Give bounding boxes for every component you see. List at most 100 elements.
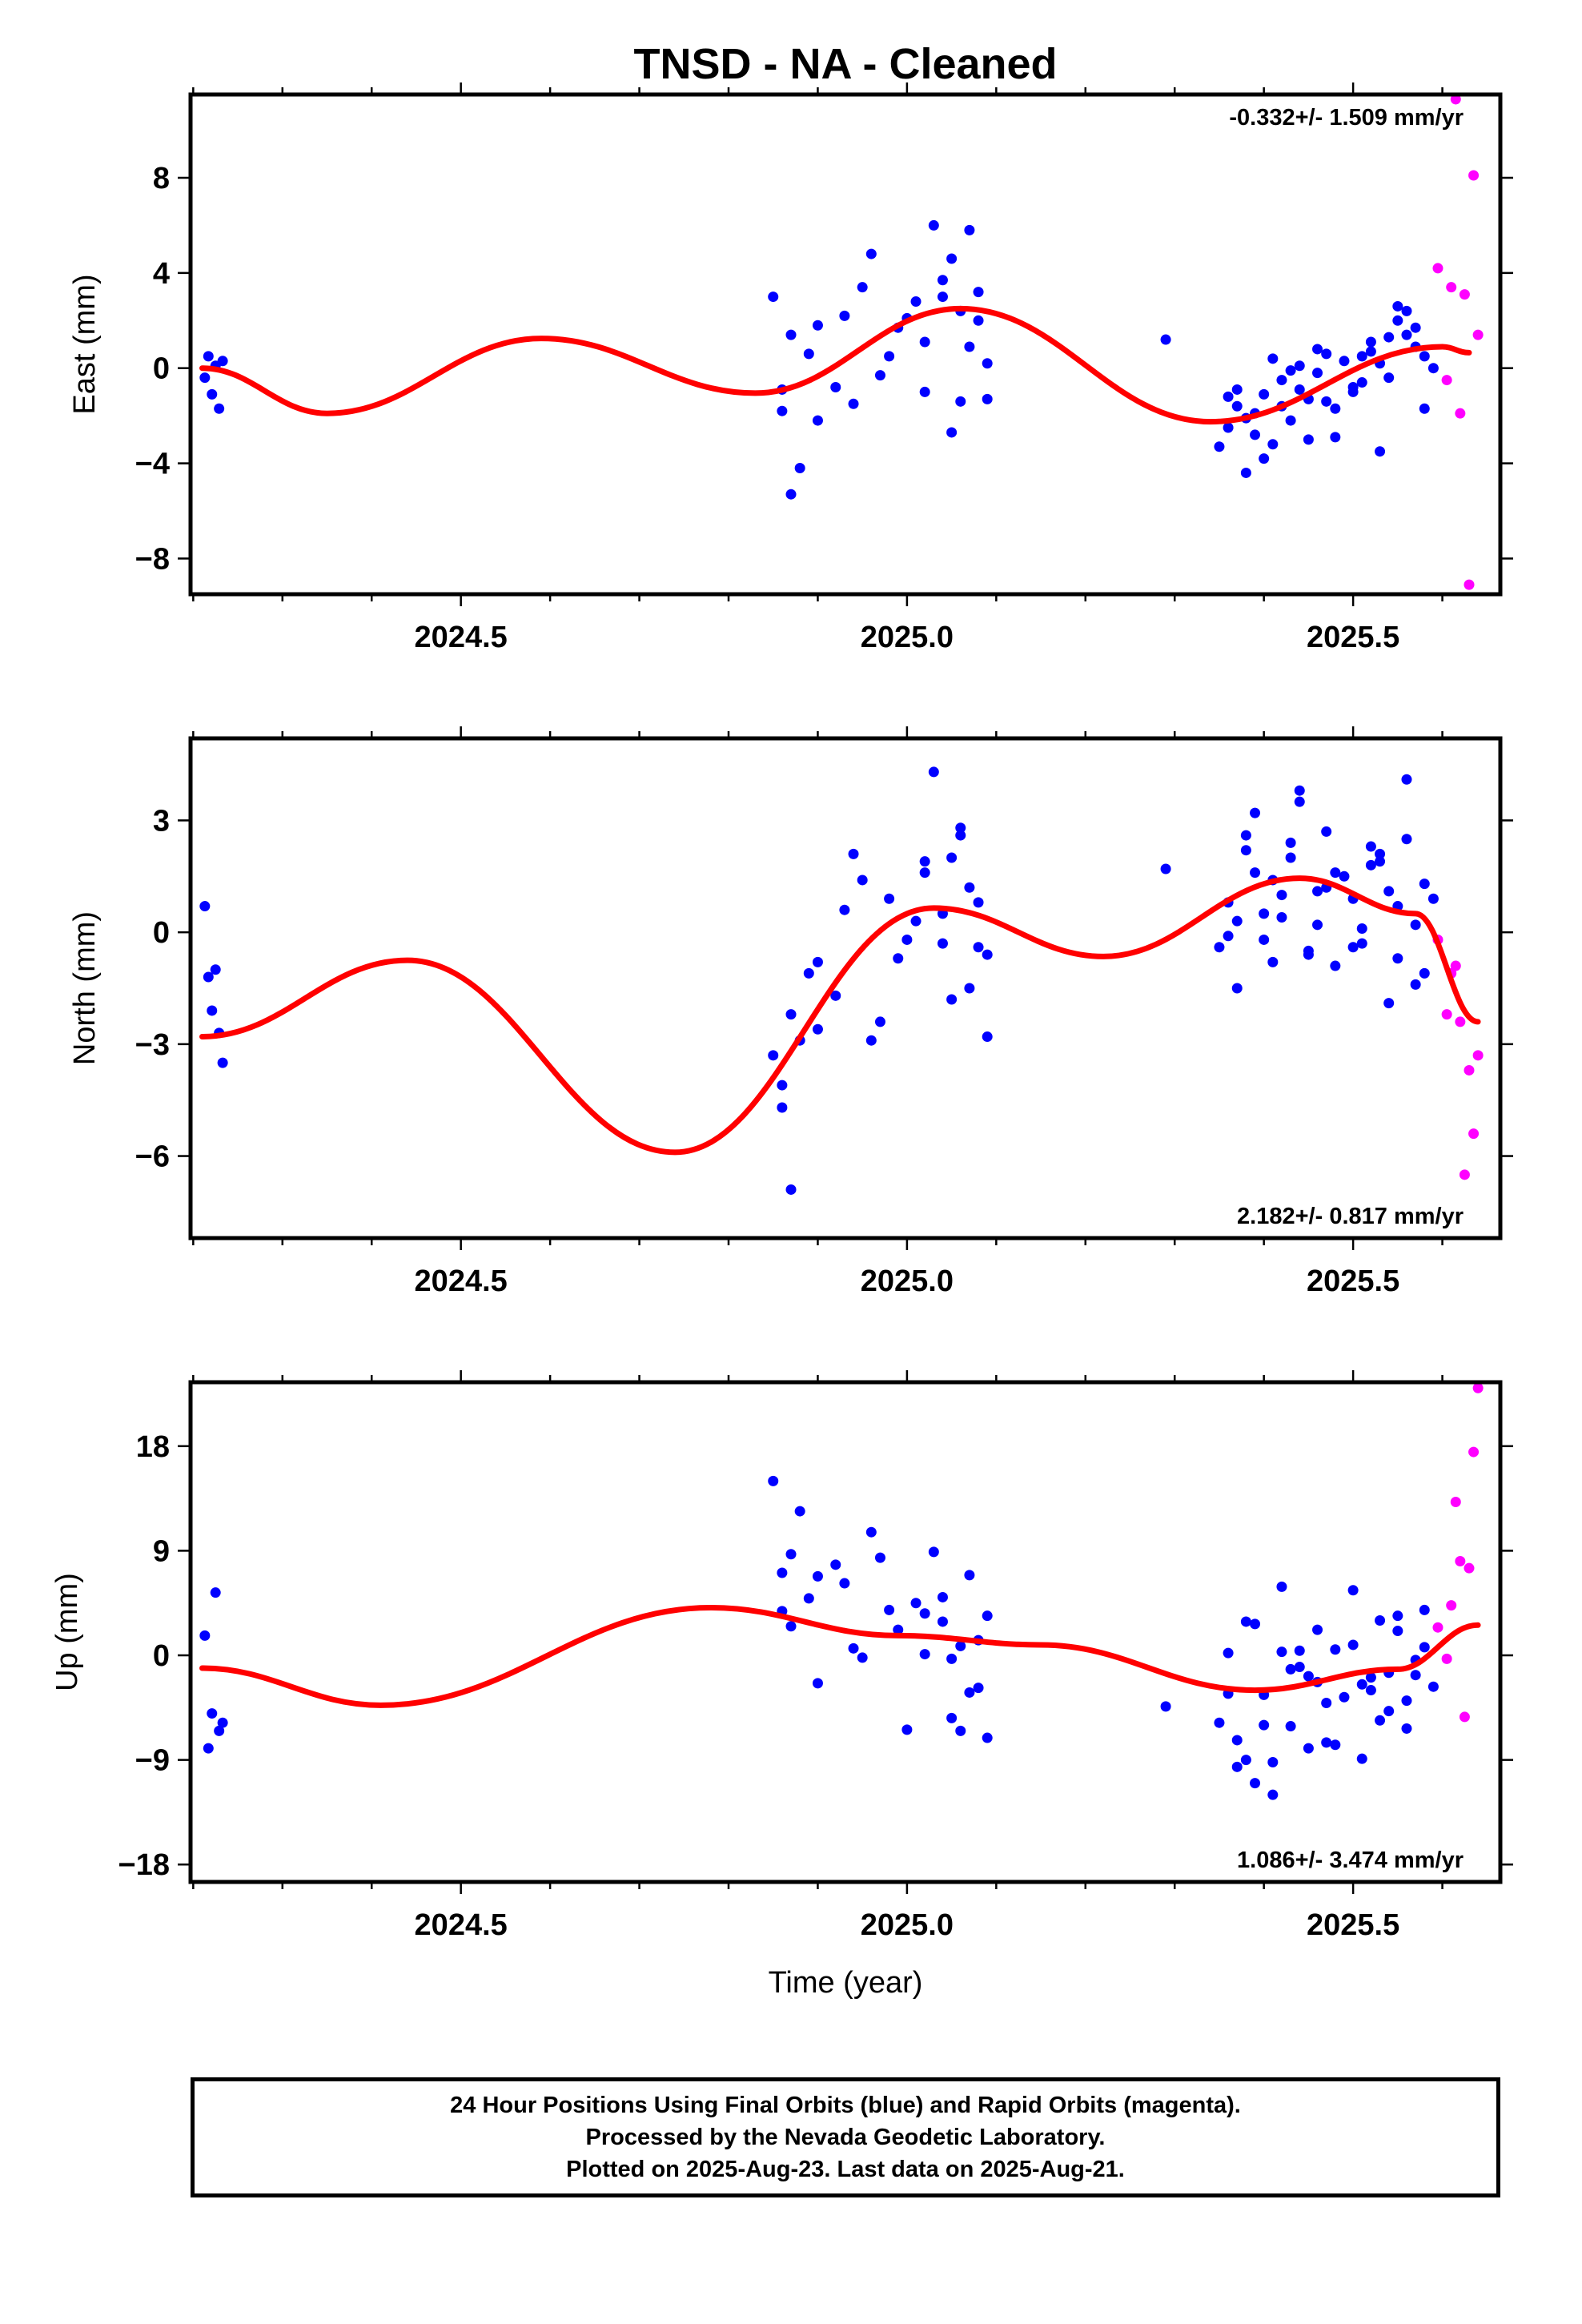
final-orbit-point (1240, 1616, 1251, 1627)
final-orbit-point (1231, 1735, 1243, 1746)
final-orbit-point (1419, 1604, 1430, 1615)
final-orbit-point (937, 938, 948, 949)
final-orbit-point (1240, 845, 1251, 856)
final-orbit-point (1356, 923, 1367, 934)
final-orbit-point (1250, 867, 1261, 879)
final-orbit-point (874, 370, 885, 381)
final-orbit-point (768, 1050, 779, 1061)
final-orbit-point (857, 1652, 868, 1663)
x-axis-label: Time (year) (769, 1966, 923, 2000)
final-orbit-point (207, 388, 218, 400)
final-orbit-point (910, 915, 921, 927)
final-orbit-point (1267, 439, 1279, 450)
final-orbit-point (1383, 332, 1395, 343)
final-orbit-point (214, 1725, 225, 1736)
final-orbit-point (1160, 863, 1171, 875)
x-tick-label: 2025.0 (861, 1908, 954, 1942)
final-orbit-point (901, 1724, 913, 1735)
final-orbit-point (1347, 1585, 1359, 1596)
final-orbit-point (1356, 1753, 1367, 1764)
y-axis-label: East (mm) (68, 274, 102, 414)
final-orbit-point (1392, 953, 1403, 964)
final-orbit-point (1321, 396, 1332, 407)
final-orbit-point (1259, 453, 1270, 464)
final-orbit-point (1419, 351, 1430, 362)
final-orbit-point (848, 1642, 859, 1654)
rapid-orbit-point (1450, 1496, 1461, 1507)
final-orbit-point (830, 990, 841, 1001)
velocity-label: 2.182+/- 0.817 mm/yr (1237, 1204, 1464, 1229)
final-orbit-point (1401, 305, 1412, 316)
final-orbit-point (1375, 856, 1386, 867)
rapid-orbit-point (1468, 1128, 1480, 1140)
final-orbit-point (955, 830, 966, 841)
final-orbit-point (982, 949, 993, 960)
final-orbit-point (865, 1526, 877, 1538)
final-orbit-point (839, 904, 850, 915)
final-orbit-point (874, 1016, 885, 1027)
x-tick-label: 2025.5 (1307, 1265, 1399, 1298)
rapid-orbit-point (1464, 579, 1475, 590)
final-orbit-point (1392, 1610, 1403, 1622)
y-axis-label: Up (mm) (50, 1573, 84, 1691)
final-orbit-point (946, 427, 958, 438)
x-tick-label: 2024.5 (415, 621, 508, 654)
final-orbit-point (857, 875, 868, 886)
final-orbit-point (203, 1743, 214, 1754)
final-orbit-point (839, 1578, 850, 1589)
final-orbit-point (1410, 1670, 1421, 1681)
final-orbit-point (1250, 807, 1261, 818)
final-orbit-point (964, 1687, 975, 1698)
final-orbit-point (946, 1712, 958, 1723)
final-orbit-point (1303, 1671, 1314, 1682)
final-orbit-point (1383, 372, 1395, 384)
final-orbit-point (982, 1610, 993, 1622)
final-orbit-point (1392, 1626, 1403, 1637)
rapid-orbit-point (1441, 375, 1452, 386)
final-orbit-point (1276, 375, 1287, 386)
final-orbit-point (982, 393, 993, 404)
x-tick-label: 2025.5 (1307, 621, 1399, 654)
final-orbit-point (1294, 384, 1305, 395)
final-orbit-point (874, 1552, 885, 1563)
final-orbit-point (1383, 886, 1395, 897)
footer-line-2: Processed by the Nevada Geodetic Laborat… (585, 2125, 1106, 2150)
final-orbit-point (1312, 886, 1323, 897)
rapid-orbit-point (1472, 1382, 1484, 1393)
final-orbit-point (1330, 432, 1341, 443)
x-tick-label: 2024.5 (415, 1908, 508, 1942)
final-orbit-point (964, 882, 975, 893)
final-orbit-point (1401, 1723, 1412, 1734)
final-orbit-point (812, 956, 823, 967)
final-orbit-point (830, 1559, 841, 1570)
final-orbit-point (848, 848, 859, 859)
final-orbit-point (982, 1031, 993, 1043)
final-orbit-point (812, 1023, 823, 1035)
final-orbit-point (1259, 934, 1270, 945)
final-orbit-point (1240, 830, 1251, 841)
y-tick-label: 0 (153, 352, 170, 386)
final-orbit-point (973, 897, 984, 908)
final-orbit-point (1347, 386, 1359, 397)
final-orbit-point (1285, 1721, 1296, 1732)
final-orbit-point (1285, 837, 1296, 848)
final-orbit-point (964, 224, 975, 235)
velocity-label: 1.086+/- 3.474 mm/yr (1237, 1848, 1464, 1873)
final-orbit-point (1312, 919, 1323, 931)
final-orbit-point (207, 1708, 218, 1719)
final-orbit-point (1321, 826, 1332, 837)
x-tick-label: 2025.0 (861, 1265, 954, 1298)
y-tick-label: 8 (153, 162, 170, 195)
final-orbit-point (1356, 377, 1367, 388)
final-orbit-point (1267, 956, 1279, 967)
final-orbit-point (1312, 368, 1323, 379)
final-orbit-point (919, 856, 930, 867)
final-orbit-point (785, 329, 797, 340)
final-orbit-point (893, 1624, 904, 1635)
rapid-orbit-point (1459, 1711, 1470, 1723)
final-orbit-point (1231, 1761, 1243, 1772)
final-orbit-point (1356, 1679, 1367, 1690)
final-orbit-point (1160, 334, 1171, 345)
final-orbit-point (848, 398, 859, 409)
final-orbit-point (964, 983, 975, 994)
